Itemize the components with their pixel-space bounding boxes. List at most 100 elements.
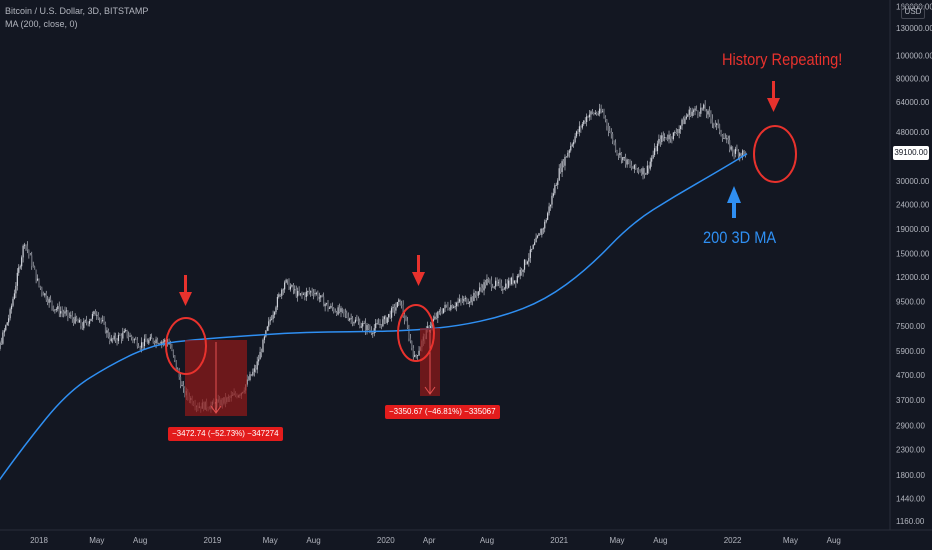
candle-body bbox=[334, 311, 336, 313]
candle-body bbox=[549, 204, 552, 207]
price-tick-label: 160000.00 bbox=[896, 2, 932, 11]
candle-body bbox=[269, 319, 271, 322]
candle-body bbox=[51, 300, 53, 307]
indicator-legend[interactable]: MA (200, close, 0) bbox=[5, 19, 78, 29]
candle-body bbox=[71, 315, 73, 320]
candle-body bbox=[382, 319, 384, 327]
candle-body bbox=[705, 111, 708, 115]
time-tick-label: Apr bbox=[423, 536, 436, 545]
candle-body bbox=[149, 337, 151, 341]
candle-body bbox=[268, 321, 270, 327]
candle-body bbox=[104, 322, 107, 333]
candle-body bbox=[427, 326, 429, 329]
candle-body bbox=[736, 148, 738, 151]
candle-body bbox=[588, 114, 591, 118]
candle-body bbox=[538, 233, 540, 236]
candle-body bbox=[489, 279, 491, 281]
candle-body bbox=[9, 309, 11, 319]
candle-body bbox=[522, 269, 524, 272]
candle-body bbox=[720, 132, 722, 136]
candle-body bbox=[604, 116, 607, 120]
candle-body bbox=[662, 135, 664, 138]
candle-body bbox=[623, 157, 625, 158]
candle-body bbox=[16, 272, 18, 286]
candle-body bbox=[581, 124, 583, 128]
candle-body bbox=[93, 311, 95, 314]
candle-body bbox=[659, 138, 661, 143]
candle-body bbox=[480, 287, 482, 289]
candle-body bbox=[710, 113, 712, 119]
candle-body bbox=[114, 335, 117, 341]
candle-body bbox=[36, 278, 39, 281]
candle-body bbox=[331, 305, 333, 309]
candle-body bbox=[385, 316, 387, 323]
time-axis[interactable]: 2018 May Aug 2019 May Aug 2020 Apr Aug 2021 May Aug… bbox=[30, 536, 841, 545]
candle-body bbox=[34, 266, 36, 270]
candle-body bbox=[642, 168, 644, 175]
candle-body bbox=[476, 294, 478, 296]
candle-body bbox=[636, 168, 638, 170]
candle-body bbox=[383, 316, 385, 320]
candle-body bbox=[132, 337, 134, 341]
candle-body bbox=[23, 244, 26, 246]
candle-body bbox=[88, 320, 91, 324]
candle-body bbox=[35, 269, 37, 281]
candle-body bbox=[607, 125, 609, 132]
candle-body bbox=[49, 298, 52, 301]
candle-body bbox=[603, 111, 605, 117]
candle-body bbox=[276, 296, 279, 308]
candle-body bbox=[336, 311, 338, 315]
candle-body bbox=[354, 319, 357, 323]
price-axis[interactable]: 1160.00 1440.00 1800.00 2300.00 2900.00 3700.… bbox=[896, 2, 932, 526]
candle-body bbox=[512, 277, 514, 284]
candle-body bbox=[685, 116, 687, 119]
candle-body bbox=[503, 288, 505, 290]
candle-body bbox=[399, 299, 401, 305]
candle-body bbox=[122, 332, 124, 339]
candle-body bbox=[456, 302, 458, 307]
candle-body bbox=[408, 327, 410, 339]
candle-body bbox=[560, 168, 562, 173]
candle-body bbox=[146, 341, 148, 344]
candle-body bbox=[653, 148, 656, 155]
candle-body bbox=[377, 323, 380, 325]
symbol-title[interactable]: Bitcoin / U.S. Dollar, 3D, BITSTAMP bbox=[5, 6, 149, 16]
candle-body bbox=[648, 165, 650, 169]
candle-body bbox=[620, 152, 622, 161]
candle-body bbox=[701, 107, 703, 109]
candle-body bbox=[627, 159, 630, 164]
price-tick-label: 4700.00 bbox=[896, 371, 925, 380]
candle-body bbox=[506, 283, 508, 288]
candle-body bbox=[457, 301, 459, 303]
candle-body bbox=[500, 282, 502, 290]
candle-body bbox=[454, 306, 456, 307]
candle-body bbox=[708, 110, 711, 114]
candle-body bbox=[58, 306, 60, 314]
candle-body bbox=[561, 161, 563, 173]
candle-body bbox=[312, 293, 315, 295]
candle-body bbox=[311, 291, 313, 294]
candle-body bbox=[252, 371, 254, 376]
candle-body bbox=[120, 335, 122, 339]
currency-button[interactable]: USD bbox=[901, 5, 925, 19]
candle-body bbox=[275, 307, 277, 313]
candle-body bbox=[376, 323, 378, 325]
candle-body bbox=[599, 108, 601, 114]
candle-body bbox=[130, 335, 133, 338]
price-tick-label: 48000.00 bbox=[896, 128, 930, 137]
candle-body bbox=[483, 282, 485, 291]
candle-body bbox=[403, 313, 406, 321]
candle-body bbox=[565, 156, 568, 158]
candle-body bbox=[314, 293, 316, 295]
candle-body bbox=[65, 310, 68, 312]
candle-body bbox=[54, 309, 56, 311]
candle-body bbox=[622, 157, 624, 161]
candle-body bbox=[633, 164, 635, 169]
candle-body bbox=[45, 293, 47, 300]
candle-body bbox=[697, 110, 699, 114]
circle-2018-cross bbox=[165, 317, 207, 375]
price-tick-label: 1440.00 bbox=[896, 494, 925, 503]
candle-body bbox=[142, 342, 144, 347]
candle-body bbox=[687, 114, 689, 117]
